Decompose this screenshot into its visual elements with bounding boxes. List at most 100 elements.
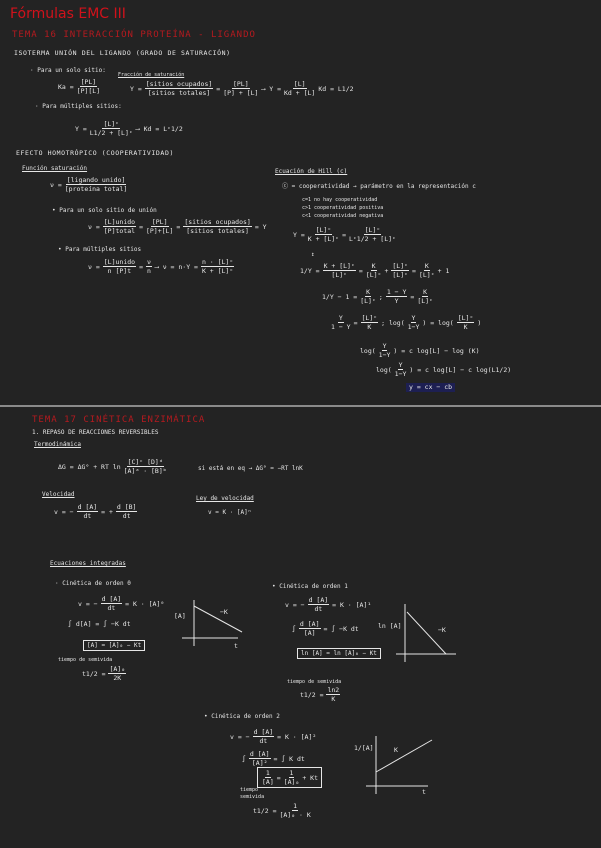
denominator: [L]ᶜ <box>360 297 376 305</box>
equation-term: + Kt <box>302 773 318 782</box>
fraction: ln2 K <box>326 686 341 703</box>
numerator: [L]ᶜ <box>391 262 410 271</box>
fraction: [L]ᶜ K <box>456 314 475 331</box>
numerator: K <box>365 288 372 297</box>
numerator: 1 − Y <box>385 288 408 297</box>
numerator: Y <box>337 314 344 323</box>
denominator: K <box>331 695 336 703</box>
fraction: d [A] dt <box>307 596 330 613</box>
slope-label: −K <box>220 608 228 616</box>
equation-term: = <box>358 266 363 275</box>
numerator: Y <box>381 342 388 351</box>
numerator: d [A] <box>76 503 99 512</box>
fraction: K [L]ᶜ <box>366 262 382 279</box>
denominator: [sitios totales] <box>147 89 211 97</box>
numerator: [A]₀ <box>108 665 127 674</box>
slope-label: K <box>394 746 398 754</box>
ka-equation: Ka = [PL] [P][L] <box>58 78 101 95</box>
denominator: [A]² <box>251 759 268 767</box>
equation-term: log( <box>360 346 376 355</box>
hill-eq1: Y = [L]ᶜ K + [L]ᶜ = [L]ᶜ Lᶜ1/2 + [L]ᶜ <box>293 226 397 243</box>
denominator: [proteína total] <box>64 185 128 193</box>
numerator: [sitios ocupados] <box>183 218 252 227</box>
equation-term: Kd = L1/2 <box>318 84 354 93</box>
equation-term: ; <box>378 292 383 301</box>
denominator: [P]+[L] <box>145 227 174 235</box>
denominator: [A]₀ · K <box>279 811 311 819</box>
equation-term: t1/2 = <box>253 806 277 815</box>
equation-term: ν = <box>88 222 100 231</box>
un-sitio-label: · Para un solo sitio: <box>30 67 106 74</box>
fraction: n · [L]ᶜ K + [L]ᶜ <box>200 258 235 275</box>
orden0-t-half: t1/2 = [A]₀ 2K <box>82 665 127 682</box>
numerator: 1 <box>292 802 299 811</box>
denominator: [A]ᵃ · [B]ᵇ <box>123 467 167 475</box>
numerator: [L]ᶜ <box>456 314 475 323</box>
y-label: [A] <box>174 612 186 620</box>
hill-label: Ecuación de Hill (c) <box>275 168 348 175</box>
fraction: [PL] [P]+[L] <box>146 218 173 235</box>
numerator: K <box>422 288 429 297</box>
denominator: Lᶜ1/2 + [L]ᶜ <box>348 235 396 243</box>
fraction: [C]ᶜ [D]ᵈ [A]ᵃ · [B]ᵇ <box>124 458 167 475</box>
fraction: d [A] dt <box>252 728 275 745</box>
hill-eq2: 1/Y = K + [L]ᶜ [L]ᶜ = K [L]ᶜ + [L]ᶜ [L]ᶜ = K [L]ᶜ + … <box>300 262 449 279</box>
numerator: [sitios ocupados] <box>144 80 214 89</box>
case-item: c<1 cooperatividad negativa <box>302 213 384 219</box>
fraction: K [L]ᶜ <box>419 262 435 279</box>
numerator: d [A] <box>248 750 271 759</box>
hill-eq6: log(Y 1−Y) = c log[L] − c log(L1/2) <box>376 361 511 378</box>
fraction: d [A] dt <box>100 595 123 612</box>
orden2-integral: ∫ d [A] [A]² = ∫ K dt <box>242 750 305 767</box>
numerator: [PL] <box>150 218 169 227</box>
numerator: [L] <box>292 80 307 89</box>
equation-term: = <box>216 84 221 93</box>
equation-term: ∫ <box>242 754 246 763</box>
hill-eq5: log(Y 1−Y) = c log[L] − log (K) <box>360 342 480 359</box>
denominator: 1 − Y <box>331 323 351 331</box>
orden2-t-half: t1/2 = 1 [A]₀ · K <box>253 802 312 819</box>
numerator: n · [L]ᶜ <box>200 258 235 267</box>
numerator: [PL] <box>79 78 98 87</box>
fraction: [sitios ocupados] [sitios totales] <box>183 218 252 235</box>
arrow-icon: ↕ <box>311 251 315 258</box>
fraction: d [A] [A]² <box>248 750 271 767</box>
equation-term: v = − <box>285 600 305 609</box>
equation-term: = <box>412 266 416 275</box>
orden1-semivida-label: tiempo de semivida <box>287 679 342 685</box>
denominator: [L]ᶜ <box>365 271 382 279</box>
fraction: [L]unido n [P]t <box>102 258 137 275</box>
denominator: [L]ᶜ <box>331 271 348 279</box>
fraction: [L]ᶜ Lᶜ1/2 + [L]ᶜ <box>349 226 396 243</box>
orden1-v: v = − d [A] dt = K · [A]¹ <box>285 596 371 613</box>
nu-single-equation: ν = [L]unido [P]total = [PL] [P]+[L] = [sitios … <box>88 218 267 235</box>
un-sitio-union-label: • Para un solo sitio de unión <box>52 207 157 214</box>
numerator: [L]ᶜ <box>314 226 333 235</box>
denominator: [P] + [L] <box>223 89 259 97</box>
equation-term: = <box>342 230 346 239</box>
denominator: [P]total <box>103 227 136 235</box>
repaso-heading: 1. REPASO DE REACCIONES REVERSIBLES <box>32 429 159 436</box>
equation-term: + 1 <box>437 266 450 275</box>
velocidad-equation: v = − d [A] dt = + d [B] dt <box>54 503 138 520</box>
denominator: [A] <box>303 629 316 637</box>
numerator: Y <box>410 314 417 323</box>
equation-term: ) = log( <box>422 318 454 327</box>
equation-term: ) = c log[L] − c log(L1/2) <box>409 365 512 374</box>
orden0-graph: [A] −K t <box>174 600 243 650</box>
multiples-sitios-label: • Para múltiples sitios <box>58 246 142 253</box>
fraction: [PL] [P] + [L] <box>223 80 258 97</box>
denominator: K + [L]ᶜ <box>201 267 234 275</box>
equation-term: 1/Y − 1 = <box>322 292 358 301</box>
numerator: d [A] <box>100 595 123 604</box>
orden1-t-half: t1/2 = ln2 K <box>300 686 341 703</box>
hill-eq3: 1/Y − 1 = K [L]ᶜ ; 1 − Y Y = K [L]ᶜ <box>322 288 434 305</box>
fraction: 1 [A] <box>262 769 274 786</box>
ley-label: Ley de velocidad <box>196 495 254 502</box>
denominator: n <box>146 267 151 275</box>
denominator: [L]ᶜ <box>418 271 435 279</box>
equation-term: = ∫ −K dt <box>323 624 359 633</box>
fraction: 1 [A]₀ <box>284 769 300 786</box>
equation-term: = + <box>101 507 113 516</box>
equation-term: ∫ d[A] = ∫ −K dt <box>68 620 131 628</box>
